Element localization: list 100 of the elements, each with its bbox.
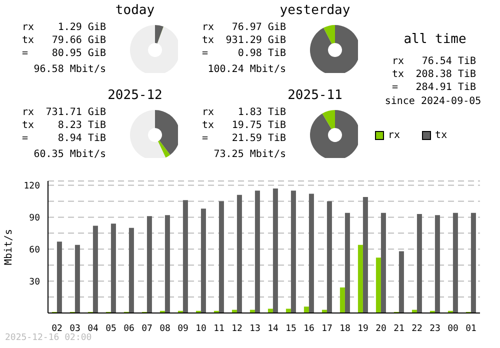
bar [376, 258, 381, 313]
text: 731.71 GiB [46, 106, 106, 119]
x-tick-label: 20 [376, 324, 386, 334]
chart-title: 2025-12 [106, 88, 164, 103]
text: 1.29 GiB [58, 21, 106, 34]
x-tick-label: 01 [466, 324, 476, 334]
bar [470, 212, 476, 313]
text: = [202, 132, 208, 145]
text: 80.95 GiB [52, 47, 106, 60]
bar [146, 216, 152, 313]
bar [200, 208, 206, 313]
bar [236, 194, 242, 313]
text: = [392, 81, 398, 94]
donut-slice [310, 110, 358, 158]
x-tick-label: 00 [448, 324, 458, 334]
x-tick-label: 14 [268, 324, 278, 334]
bar [308, 194, 314, 313]
y-tick-label: 30 [29, 277, 40, 288]
bar [358, 244, 363, 313]
text: 208.38 TiB [416, 68, 476, 81]
bar [254, 190, 260, 313]
text: = [22, 132, 28, 145]
bar [286, 308, 291, 313]
text: 96.58 Mbit/s [32, 63, 106, 76]
bar [272, 188, 278, 313]
text: 0.98 TiB [238, 47, 286, 60]
bar [380, 212, 386, 313]
y-tick-label: 90 [29, 213, 40, 224]
text: 76.54 TiB [422, 55, 476, 68]
text: 73.25 Mbit/s [212, 148, 286, 161]
y-axis-title: Mbit/s [4, 228, 15, 266]
chart-title: today [114, 3, 156, 18]
text: 19.75 TiB [232, 119, 286, 132]
donut-slice [322, 110, 335, 129]
bar [268, 308, 273, 313]
bar [362, 196, 368, 313]
text: since 2024-09-05 [384, 96, 482, 107]
bar [434, 215, 440, 313]
chart-title: yesterday [278, 3, 352, 18]
x-tick-label: 10 [196, 324, 206, 334]
text: 8.94 TiB [58, 132, 106, 145]
chart-title: 2025-11 [286, 88, 344, 103]
bar [92, 226, 98, 313]
x-tick-label: 12 [232, 324, 242, 334]
text: 76.97 GiB [232, 21, 286, 34]
x-tick-label: 03 [70, 324, 80, 334]
bar [398, 251, 404, 313]
y-tick-label: 120 [24, 181, 40, 192]
x-tick-label: 21 [394, 324, 404, 334]
text: rx [22, 106, 34, 119]
x-tick-label: 13 [250, 324, 260, 334]
x-tick-label: 08 [160, 324, 170, 334]
text: rx [392, 55, 404, 68]
bar [218, 201, 224, 313]
bar [182, 200, 188, 313]
legend-label: tx [434, 130, 448, 141]
x-tick-label: 17 [322, 324, 332, 334]
bar [74, 244, 80, 313]
bar [128, 228, 134, 313]
text: rx [202, 106, 214, 119]
bar [344, 212, 350, 313]
text: tx [202, 34, 214, 47]
text: tx [22, 34, 34, 47]
x-tick-label: 22 [412, 324, 422, 334]
text: rx [202, 21, 214, 34]
text: 284.91 TiB [416, 81, 476, 94]
x-tick-label: 09 [178, 324, 188, 334]
x-tick-label: 16 [304, 324, 314, 334]
bar [416, 214, 422, 313]
bar [290, 190, 296, 313]
x-tick-label: 15 [286, 324, 296, 334]
x-tick-label: 05 [106, 324, 116, 334]
donut-slice [130, 25, 178, 73]
text: 931.29 GiB [226, 34, 286, 47]
x-tick-label: 18 [340, 324, 350, 334]
x-tick-label: 11 [214, 324, 224, 334]
text: 100.24 Mbit/s [206, 63, 286, 76]
text: 1.83 TiB [238, 106, 286, 119]
y-tick-label: 60 [29, 245, 40, 256]
text: tx [202, 119, 214, 132]
text: 60.35 Mbit/s [32, 148, 106, 161]
text: 21.59 TiB [232, 132, 286, 145]
bar [452, 212, 458, 313]
x-tick-label: 23 [430, 324, 440, 334]
bar [340, 287, 345, 313]
text: all time [402, 32, 468, 47]
text: tx [22, 119, 34, 132]
bar [110, 224, 116, 313]
text: 79.66 GiB [52, 34, 106, 47]
x-tick-label: 02 [52, 324, 62, 334]
donut-slice [324, 25, 335, 44]
x-tick-label: 06 [124, 324, 134, 334]
text: = [202, 47, 208, 60]
x-tick-label: 04 [88, 324, 98, 334]
text: 2025-12-16 02:00 [5, 333, 92, 343]
legend-label: rx [387, 130, 400, 141]
text: rx [22, 21, 34, 34]
donut-slice [310, 25, 358, 73]
x-tick-label: 19 [358, 324, 368, 334]
text: tx [392, 68, 404, 81]
